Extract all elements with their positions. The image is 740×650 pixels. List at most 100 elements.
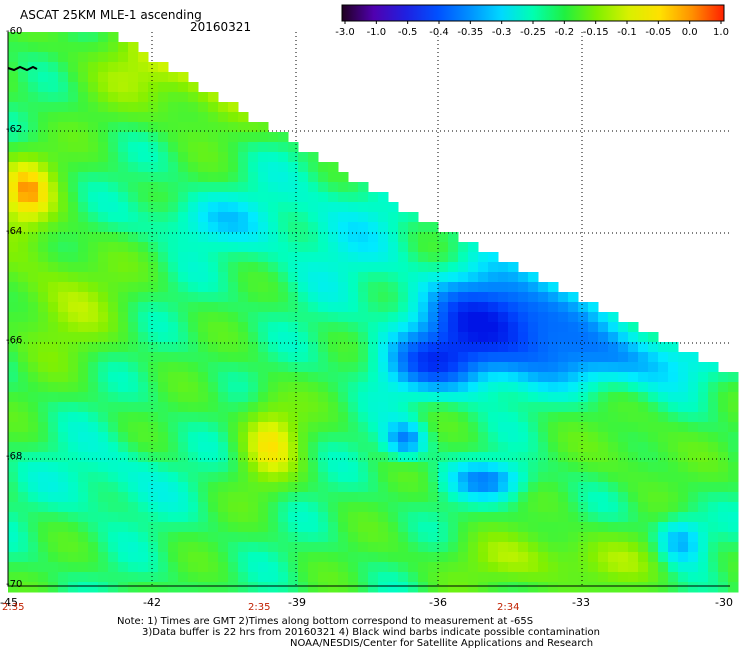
wind-cell (218, 572, 229, 583)
wind-cell (198, 92, 209, 103)
wind-cell (488, 452, 499, 463)
wind-cell (128, 242, 139, 253)
wind-cell (38, 532, 49, 543)
wind-cell (128, 222, 139, 233)
wind-cell (348, 412, 359, 423)
wind-cell (718, 442, 729, 453)
wind-cell (398, 572, 409, 583)
wind-cell (78, 452, 89, 463)
wind-cell (68, 52, 79, 63)
wind-cell (538, 382, 549, 393)
wind-cell (708, 582, 719, 593)
wind-cell (368, 422, 379, 433)
wind-cell (178, 462, 189, 473)
wind-cell (488, 492, 499, 503)
wind-cell (438, 552, 449, 563)
wind-cell (378, 222, 389, 233)
wind-cell (188, 302, 199, 313)
wind-cell (518, 462, 529, 473)
wind-cell (728, 462, 739, 473)
wind-cell (28, 442, 39, 453)
wind-cell (398, 282, 409, 293)
wind-cell (158, 412, 169, 423)
wind-cell (18, 292, 29, 303)
wind-cell (628, 472, 639, 483)
wind-cell (138, 52, 149, 63)
wind-cell (478, 452, 489, 463)
wind-cell (658, 442, 669, 453)
wind-cell (588, 392, 599, 403)
wind-cell (288, 572, 299, 583)
wind-cell (678, 462, 689, 473)
wind-cell (168, 362, 179, 373)
wind-cell (68, 142, 79, 153)
wind-cell (178, 142, 189, 153)
wind-cell (28, 472, 39, 483)
wind-cell (328, 412, 339, 423)
wind-cell (188, 352, 199, 363)
wind-cell (518, 292, 529, 303)
wind-cell (338, 252, 349, 263)
wind-cell (378, 472, 389, 483)
wind-cell (498, 562, 509, 573)
wind-cell (178, 352, 189, 363)
wind-cell (18, 492, 29, 503)
wind-cell (378, 462, 389, 473)
wind-cell (48, 172, 59, 183)
wind-cell (18, 32, 29, 43)
wind-cell (488, 402, 499, 413)
wind-cell (38, 362, 49, 373)
wind-cell (208, 322, 219, 333)
wind-cell (28, 172, 39, 183)
wind-cell (238, 302, 249, 313)
wind-cell (488, 362, 499, 373)
wind-cell (248, 132, 259, 143)
wind-cell (58, 562, 69, 573)
wind-cell (318, 312, 329, 323)
wind-cell (108, 452, 119, 463)
wind-cell (618, 332, 629, 343)
wind-cell (268, 182, 279, 193)
wind-cell (568, 332, 579, 343)
wind-cell (678, 452, 689, 463)
wind-cell (268, 352, 279, 363)
wind-cell (488, 512, 499, 523)
wind-cell (648, 542, 659, 553)
wind-cell (358, 222, 369, 233)
wind-cell (418, 572, 429, 583)
wind-cell (698, 552, 709, 563)
wind-cell (108, 392, 119, 403)
wind-cell (38, 112, 49, 123)
wind-cell (288, 532, 299, 543)
wind-cell (348, 282, 359, 293)
wind-cell (238, 472, 249, 483)
wind-cell (348, 262, 359, 273)
wind-cell (438, 502, 449, 513)
wind-cell (168, 442, 179, 453)
wind-cell (128, 462, 139, 473)
wind-cell (8, 442, 19, 453)
wind-cell (58, 392, 69, 403)
wind-cell (408, 362, 419, 373)
wind-cell (328, 402, 339, 413)
wind-cell (398, 522, 409, 533)
wind-cell (38, 372, 49, 383)
wind-cell (618, 412, 629, 423)
wind-cell (108, 582, 119, 593)
wind-cell (48, 392, 59, 403)
wind-cell (218, 362, 229, 373)
wind-cell (598, 582, 609, 593)
wind-cell (378, 312, 389, 323)
wind-cell (168, 402, 179, 413)
wind-cell (8, 572, 19, 583)
wind-cell (418, 432, 429, 443)
wind-cell (578, 332, 589, 343)
wind-cell (688, 372, 699, 383)
wind-cell (368, 462, 379, 473)
wind-cell (718, 402, 729, 413)
wind-cell (638, 472, 649, 483)
wind-cell (518, 522, 529, 533)
wind-cell (668, 442, 679, 453)
wind-cell (158, 142, 169, 153)
wind-cell (478, 252, 489, 263)
